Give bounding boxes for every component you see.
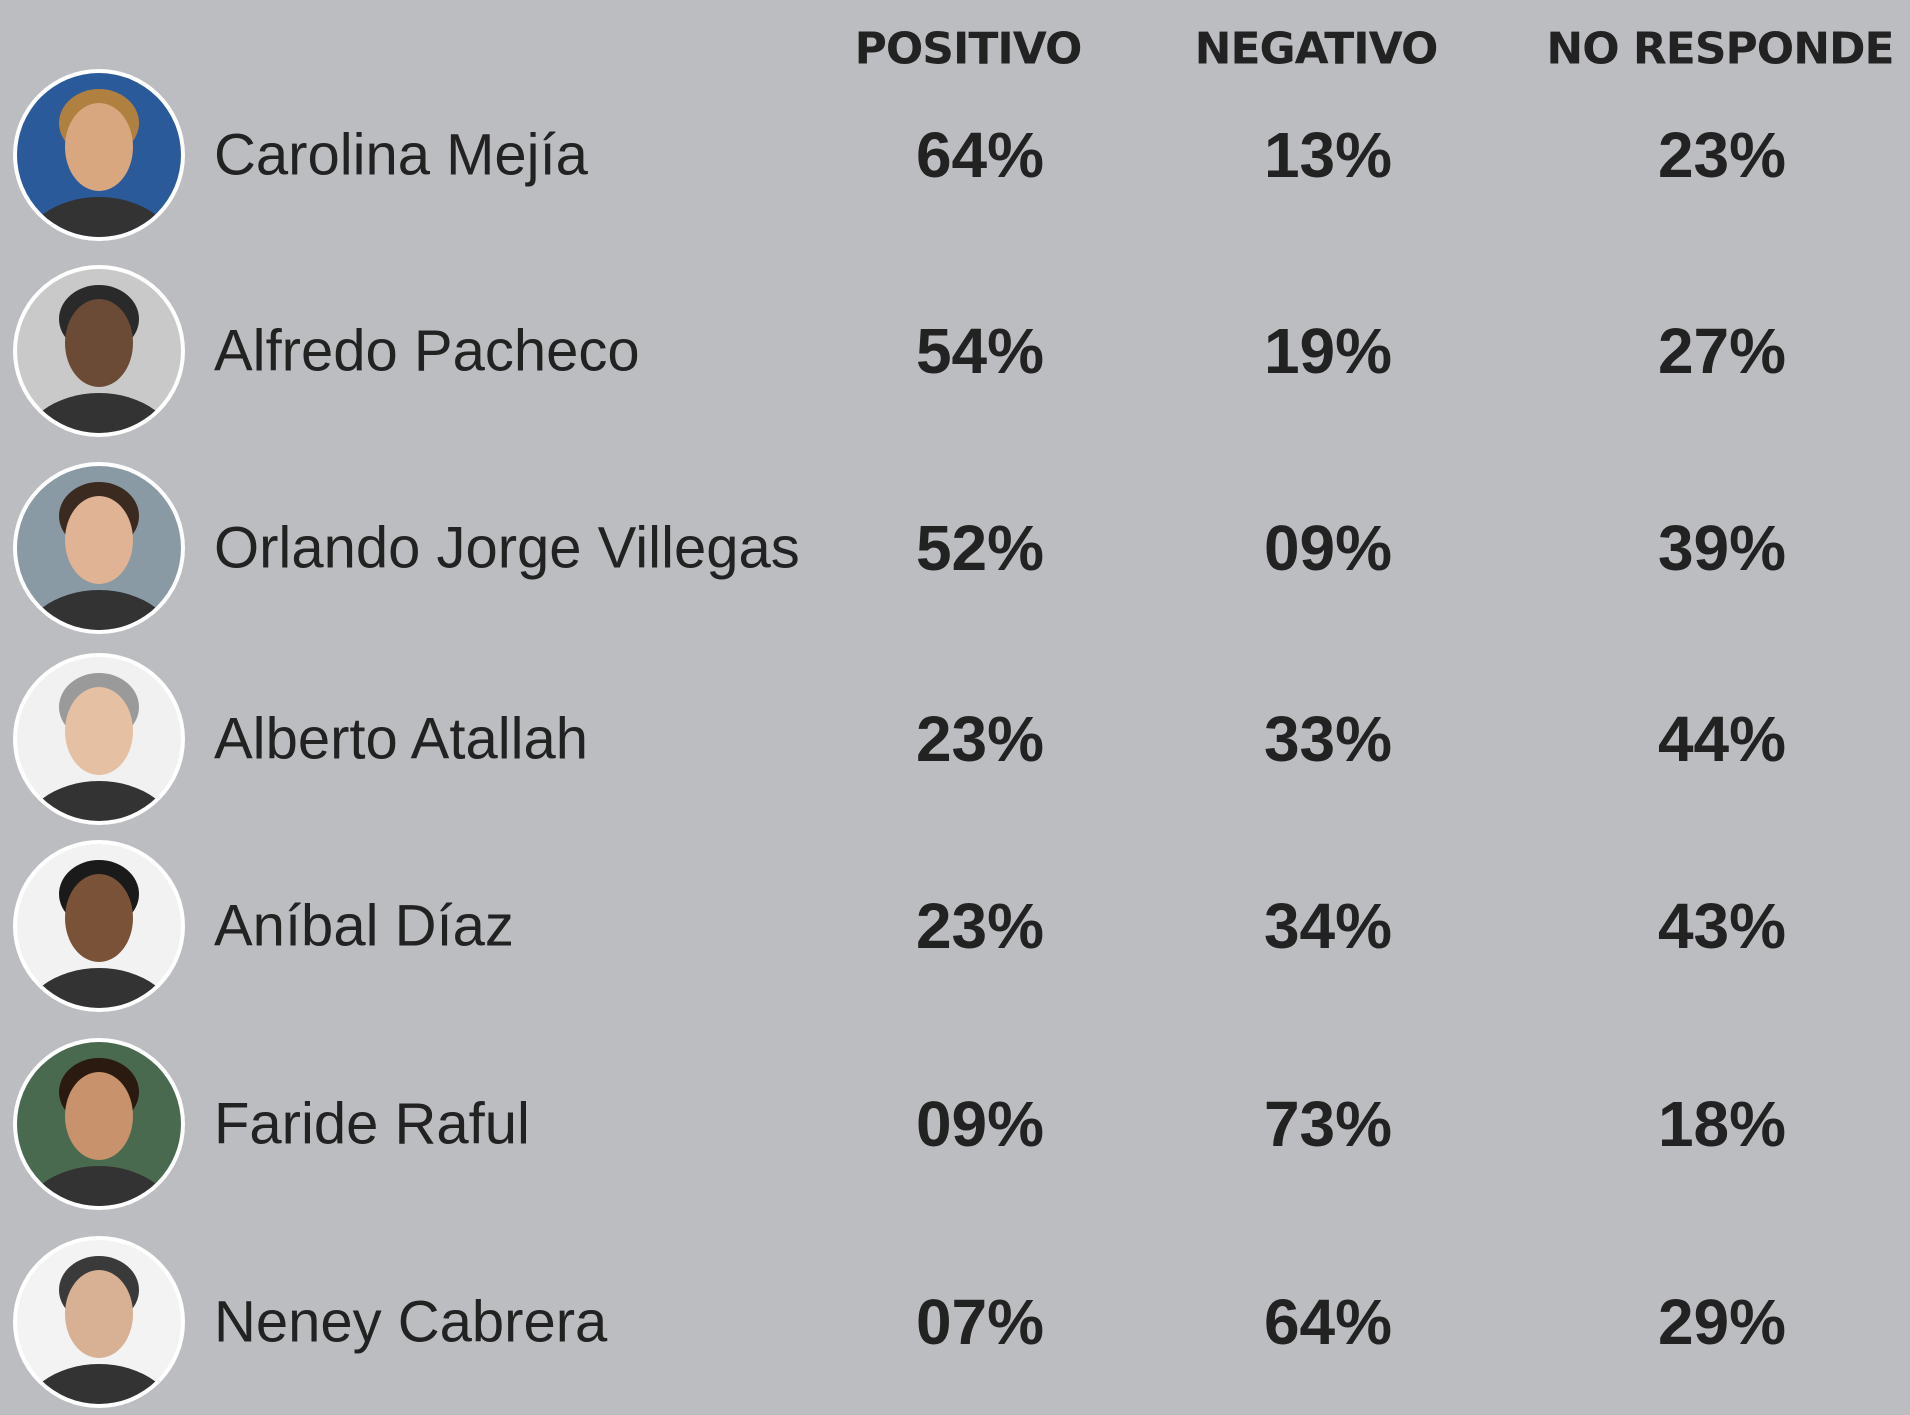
- avatar-photo: [11, 460, 187, 636]
- candidate-name: Faride Raful: [214, 1091, 530, 1158]
- percentage: 64%: [916, 118, 1044, 192]
- percentage: 18%: [1658, 1087, 1786, 1161]
- percentage: 27%: [1658, 314, 1786, 388]
- percentage: 29%: [1658, 1285, 1786, 1359]
- avatar-photo: [11, 67, 187, 243]
- percentage: 23%: [916, 889, 1044, 963]
- avatar-photo: [11, 263, 187, 439]
- percentage: 43%: [1658, 889, 1786, 963]
- candidate-name: Neney Cabrera: [214, 1289, 607, 1356]
- percentage: 39%: [1658, 511, 1786, 585]
- avatar: [11, 263, 187, 439]
- candidate-name: Alberto Atallah: [214, 706, 588, 773]
- avatar-photo: [11, 1234, 187, 1410]
- candidate-name: Carolina Mejía: [214, 122, 588, 189]
- percentage: 13%: [1264, 118, 1392, 192]
- avatar: [11, 651, 187, 827]
- candidate-name: Alfredo Pacheco: [214, 318, 640, 385]
- avatar: [11, 460, 187, 636]
- percentage: 23%: [916, 702, 1044, 776]
- page: POSITIVO NEGATIVO NO RESPONDE Carolina Mej…: [0, 0, 1910, 1403]
- candidate-name: Orlando Jorge Villegas: [214, 515, 800, 582]
- percentage: 52%: [916, 511, 1044, 585]
- percentage: 64%: [1264, 1285, 1392, 1359]
- avatar-photo: [11, 838, 187, 1014]
- column-header: NO RESPONDE: [1546, 24, 1893, 75]
- percentage: 44%: [1658, 702, 1786, 776]
- percentage: 23%: [1658, 118, 1786, 192]
- avatar: [11, 1234, 187, 1410]
- avatar-photo: [11, 651, 187, 827]
- avatar-photo: [11, 1036, 187, 1212]
- percentage: 33%: [1264, 702, 1392, 776]
- candidate-name: Aníbal Díaz: [214, 893, 514, 960]
- column-header: POSITIVO: [855, 24, 1082, 75]
- avatar: [11, 1036, 187, 1212]
- percentage: 09%: [1264, 511, 1392, 585]
- column-header: NEGATIVO: [1195, 24, 1438, 75]
- percentage: 54%: [916, 314, 1044, 388]
- avatar: [11, 67, 187, 243]
- percentage: 19%: [1264, 314, 1392, 388]
- percentage: 73%: [1264, 1087, 1392, 1161]
- avatar: [11, 838, 187, 1014]
- percentage: 07%: [916, 1285, 1044, 1359]
- percentage: 34%: [1264, 889, 1392, 963]
- percentage: 09%: [916, 1087, 1044, 1161]
